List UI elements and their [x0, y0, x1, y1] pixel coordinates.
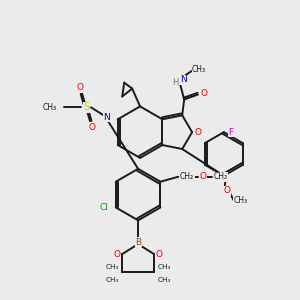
- Text: B: B: [135, 238, 141, 247]
- Text: CH₂: CH₂: [214, 172, 228, 181]
- Text: CH₃: CH₃: [157, 264, 171, 270]
- Text: CH₃: CH₃: [234, 196, 248, 205]
- Text: O: O: [76, 83, 84, 92]
- Text: O: O: [200, 89, 208, 98]
- Text: Cl: Cl: [100, 203, 108, 212]
- Text: F: F: [228, 128, 233, 137]
- Text: O: O: [223, 186, 230, 195]
- Text: H: H: [172, 78, 178, 87]
- Text: CH₃: CH₃: [106, 277, 119, 283]
- Text: CH₃: CH₃: [106, 264, 119, 270]
- Text: O: O: [88, 123, 95, 132]
- Text: CH₃: CH₃: [157, 277, 171, 283]
- Text: O: O: [200, 172, 206, 181]
- Text: O: O: [114, 250, 121, 259]
- Text: O: O: [195, 128, 202, 137]
- Text: N: N: [180, 75, 187, 84]
- Text: CH₃: CH₃: [192, 65, 206, 74]
- Text: CH₃: CH₃: [42, 103, 56, 112]
- Text: O: O: [155, 250, 162, 259]
- Text: CH₂: CH₂: [180, 172, 194, 181]
- Text: S: S: [83, 102, 89, 112]
- Text: N: N: [103, 113, 110, 122]
